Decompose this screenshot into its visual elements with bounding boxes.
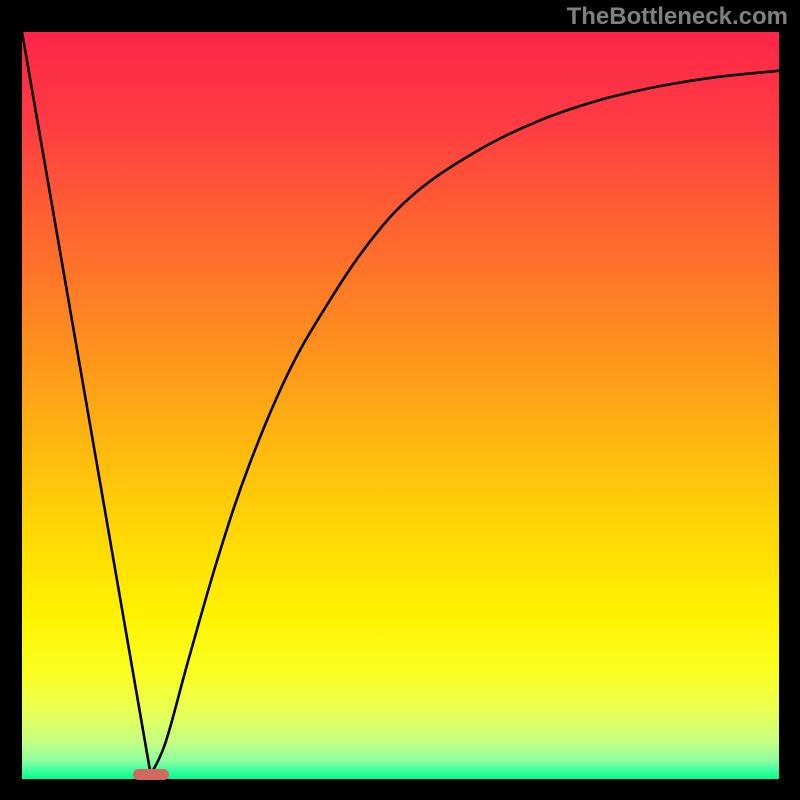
watermark-text: TheBottleneck.com — [567, 3, 788, 31]
curve-layer — [22, 32, 779, 779]
chart-container: { "watermark": { "text": "TheBottleneck.… — [0, 0, 800, 800]
optimum-marker — [133, 769, 169, 781]
plot-area — [22, 32, 779, 779]
bottleneck-curve — [22, 32, 779, 775]
